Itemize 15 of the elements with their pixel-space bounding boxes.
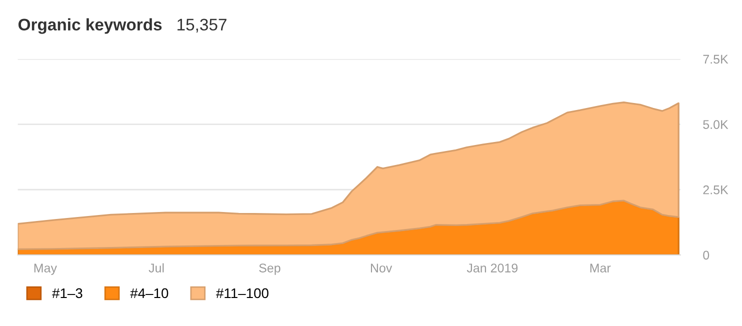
chart-subtitle: 15,357: [178, 18, 226, 33]
x-tick-label: Jul: [148, 263, 164, 272]
y-tick-label: 0: [703, 250, 710, 260]
x-tick-label: Sep: [259, 264, 280, 275]
legend-label: #1–3: [52, 288, 82, 298]
chart-title: Organic keywords: [18, 18, 162, 34]
y-tick-label: 5.0K: [703, 120, 728, 129]
x-tick-label: May: [34, 264, 57, 275]
x-tick-label: Mar: [590, 264, 611, 272]
legend-label: #11–100: [216, 288, 268, 298]
x-tick-label: Jan 2019: [466, 264, 518, 272]
x-tick-label: Nov: [370, 264, 392, 272]
y-tick-label: 2.5K: [703, 185, 728, 194]
legend-label: #4–10: [130, 288, 168, 298]
y-tick-label: 7.5K: [703, 54, 728, 64]
